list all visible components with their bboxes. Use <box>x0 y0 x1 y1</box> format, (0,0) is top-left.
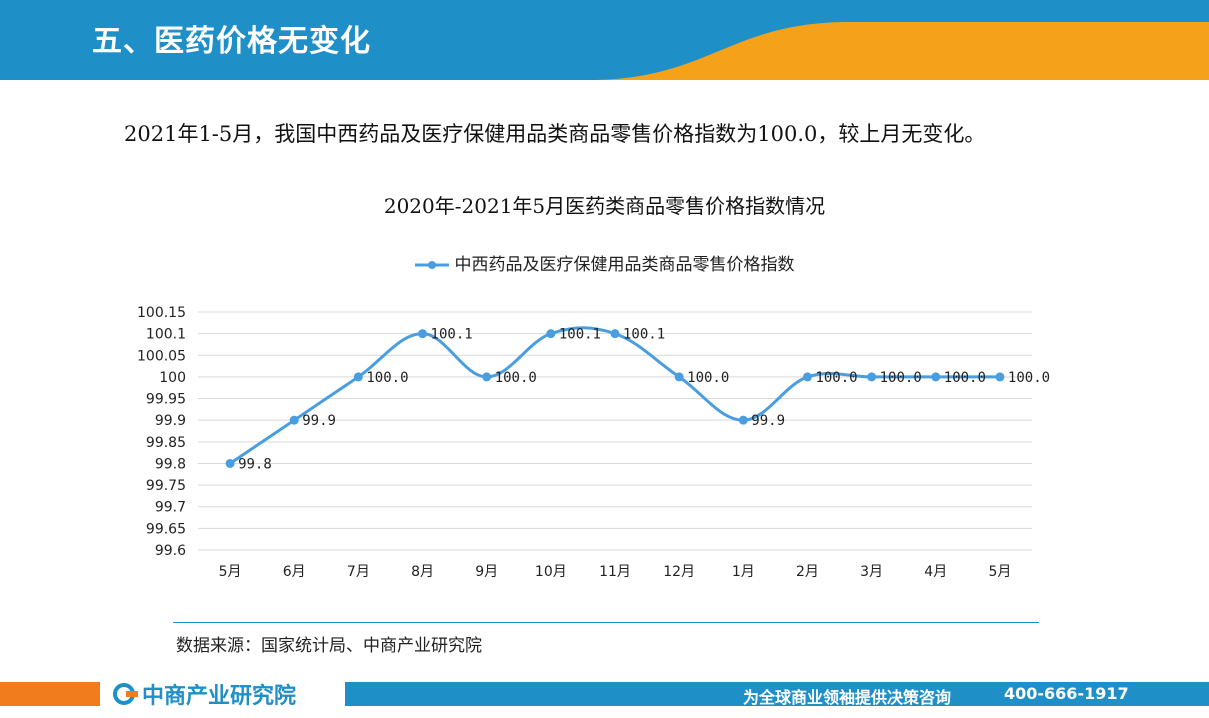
data-label: 100.0 <box>366 370 408 386</box>
x-tick-label: 5月 <box>219 564 242 580</box>
x-tick-label: 2月 <box>796 564 819 580</box>
data-point <box>931 372 941 382</box>
footer-blue-bar <box>345 682 1209 706</box>
chart-area: 2020年-2021年5月医药类商品零售价格指数情况 中西药品及医疗保健用品类商… <box>0 190 1209 620</box>
data-point <box>995 372 1005 382</box>
data-label: 100.1 <box>431 327 473 343</box>
data-point <box>738 415 748 425</box>
data-source: 数据来源：国家统计局、中商产业研究院 <box>176 636 482 656</box>
y-tick-label: 99.65 <box>146 521 186 537</box>
data-point <box>482 372 492 382</box>
footer-logo-text: 中商产业研究院 <box>142 684 297 709</box>
y-tick-label: 99.9 <box>155 413 186 429</box>
data-point <box>546 329 556 339</box>
footer-orange-accent <box>0 682 100 706</box>
footer-logo: 中商产业研究院 <box>112 682 296 709</box>
x-tick-label: 10月 <box>535 564 567 580</box>
data-point <box>802 372 812 382</box>
source-divider <box>173 622 1039 623</box>
x-tick-label: 12月 <box>663 564 695 580</box>
y-tick-label: 100.05 <box>137 348 186 364</box>
x-tick-label: 4月 <box>924 564 947 580</box>
y-tick-label: 99.6 <box>155 543 186 559</box>
x-tick-label: 3月 <box>860 564 883 580</box>
line-chart: 99.6 99.65 99.7 99.75 99.8 99.85 99.9 99.95 100 1… <box>137 305 1050 580</box>
y-tick-label: 100.15 <box>137 305 186 321</box>
x-tick-label: 7月 <box>347 564 370 580</box>
data-point <box>289 415 299 425</box>
legend-series-label: 中西药品及医疗保健用品类商品零售价格指数 <box>454 255 795 275</box>
y-tick-label: 99.7 <box>155 500 186 516</box>
y-tick-label: 100 <box>159 370 186 386</box>
y-tick-label: 99.95 <box>146 392 186 408</box>
y-tick-label: 100.1 <box>146 327 186 343</box>
data-point <box>610 329 620 339</box>
data-point <box>418 329 428 339</box>
x-tick-label: 1月 <box>732 564 755 580</box>
data-label: 99.9 <box>302 413 336 429</box>
data-point <box>225 458 235 468</box>
data-label: 100.0 <box>880 370 922 386</box>
header-swoosh-decoration <box>589 0 1209 80</box>
data-label: 100.0 <box>495 370 537 386</box>
x-tick-label: 8月 <box>411 564 434 580</box>
header-banner: 五、医药价格无变化 <box>0 0 1209 80</box>
data-label: 100.0 <box>815 370 857 386</box>
series-line <box>229 326 1000 465</box>
footer-slogan: 为全球商业领袖提供决策咨询 <box>743 688 952 707</box>
chart-title: 2020年-2021年5月医药类商品零售价格指数情况 <box>383 194 826 218</box>
data-point <box>867 372 877 382</box>
x-tick-label: 5月 <box>988 564 1011 580</box>
footer-bar: 中商产业研究院 为全球商业领袖提供决策咨询 400-666-1917 <box>0 682 1209 718</box>
x-tick-label: 11月 <box>599 564 631 580</box>
intro-paragraph: 2021年1-5月，我国中西药品及医疗保健用品类商品零售价格指数为100.0，较… <box>124 122 986 146</box>
data-label: 100.0 <box>687 370 729 386</box>
y-tick-label: 99.75 <box>146 478 186 494</box>
x-tick-label: 6月 <box>283 564 306 580</box>
y-tick-label: 99.85 <box>146 435 186 451</box>
data-label: 99.8 <box>238 456 272 472</box>
y-tick-label: 99.8 <box>155 456 186 472</box>
data-label: 100.0 <box>1008 370 1050 386</box>
chart-legend: 中西药品及医疗保健用品类商品零售价格指数 <box>0 250 1209 275</box>
company-logo-icon <box>113 683 138 705</box>
x-tick-label: 9月 <box>475 564 498 580</box>
data-label: 100.0 <box>944 370 986 386</box>
page-title: 五、医药价格无变化 <box>92 24 371 59</box>
legend-line-marker-icon <box>414 261 449 269</box>
data-label: 100.1 <box>623 327 665 343</box>
data-label: 100.1 <box>559 327 601 343</box>
data-label: 99.9 <box>751 413 785 429</box>
data-point <box>353 372 363 382</box>
data-point <box>674 372 684 382</box>
footer-phone: 400-666-1917 <box>1004 684 1129 703</box>
